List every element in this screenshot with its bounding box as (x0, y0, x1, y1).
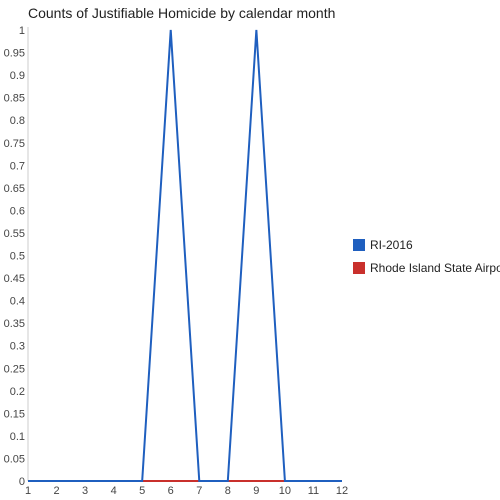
x-tick-label: 1 (25, 485, 31, 497)
chart-title: Counts of Justifiable Homicide by calend… (28, 5, 335, 21)
y-tick-label: 0.9 (10, 70, 25, 82)
y-tick-label: 0.45 (4, 273, 25, 285)
y-tick-label: 0.2 (10, 386, 25, 398)
x-tick-label: 11 (308, 485, 319, 497)
x-tick-labels: 1 2 3 4 5 6 7 8 9 10 11 12 (25, 485, 348, 497)
x-tick-label: 7 (196, 485, 202, 497)
y-tick-label: 0.75 (4, 138, 25, 150)
x-tick-label: 9 (253, 485, 259, 497)
x-tick-label: 10 (279, 485, 291, 497)
x-tick-label: 4 (111, 485, 117, 497)
legend-label: Rhode Island State Airport (370, 261, 500, 275)
x-tick-label: 5 (139, 485, 145, 497)
y-tick-label: 0.5 (10, 251, 25, 263)
x-tick-label: 8 (225, 485, 231, 497)
y-tick-label: 1 (19, 25, 25, 37)
x-tick-label: 2 (53, 485, 59, 497)
legend-swatch (353, 239, 365, 251)
y-tick-label: 0.3 (10, 341, 25, 353)
series-lines (28, 30, 342, 481)
y-tick-label: 0.25 (4, 363, 25, 375)
y-tick-label: 0.1 (10, 431, 25, 443)
y-tick-labels: 00.050.10.150.20.250.30.350.40.450.50.55… (4, 25, 25, 488)
y-tick-label: 0.05 (4, 453, 25, 465)
y-tick-label: 0.6 (10, 205, 25, 217)
legend-swatch (353, 262, 365, 274)
y-tick-label: 0.85 (4, 93, 25, 105)
y-tick-label: 0.65 (4, 183, 25, 195)
legend: RI-2016 Rhode Island State Airport (353, 238, 500, 275)
series-line-1 (28, 30, 342, 481)
y-tick-label: 0.55 (4, 228, 25, 240)
y-tick-label: 0.95 (4, 48, 25, 60)
y-tick-label: 0.4 (10, 296, 25, 308)
y-tick-label: 0.35 (4, 318, 25, 330)
y-tick-label: 0.8 (10, 115, 25, 127)
x-tick-label: 12 (336, 485, 348, 497)
legend-label: RI-2016 (370, 238, 413, 252)
x-tick-label: 6 (168, 485, 174, 497)
y-tick-label: 0.15 (4, 408, 25, 420)
y-tick-label: 0.7 (10, 160, 25, 172)
x-tick-label: 3 (82, 485, 88, 497)
